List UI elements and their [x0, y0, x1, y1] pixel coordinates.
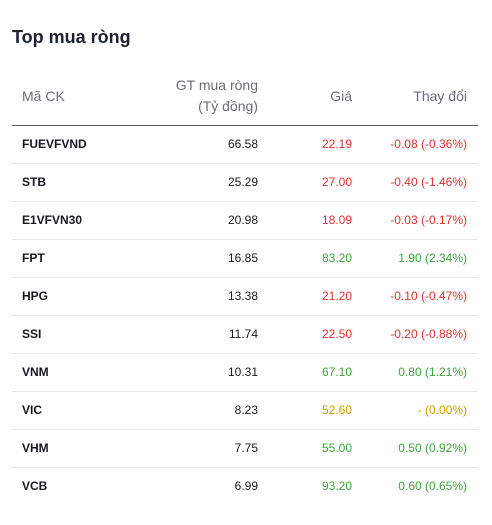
stock-symbol[interactable]: SSI — [22, 327, 42, 341]
table-row[interactable]: FUEVFVND 66.58 22.19 -0.08 (-0.36%) — [12, 125, 478, 163]
stock-price: 22.50 — [321, 327, 352, 341]
net-buy-value: 66.58 — [227, 137, 258, 151]
table-row[interactable]: VIC 8.23 52.60 - (0.00%) — [12, 391, 478, 429]
stock-symbol[interactable]: FUEVFVND — [22, 137, 87, 151]
stock-symbol[interactable]: VNM — [22, 365, 49, 379]
stock-price: 55.00 — [321, 441, 352, 455]
stock-symbol[interactable]: VCB — [22, 479, 48, 494]
price-change: -0.20 (-0.88%) — [390, 327, 467, 341]
price-change: 0.60 (0.65%) — [398, 479, 467, 494]
table-row[interactable]: VNM 10.31 67.10 0.80 (1.21%) — [12, 353, 478, 391]
column-header-net-buy-value-line1: GT mua ròng — [175, 77, 258, 94]
table-row[interactable]: STB 25.29 27.00 -0.40 (-1.46%) — [12, 163, 478, 201]
column-header-symbol[interactable]: Mã CK — [22, 87, 65, 104]
table-body: FUEVFVND 66.58 22.19 -0.08 (-0.36%) STB 25.29… — [12, 125, 478, 505]
price-change: 0.50 (0.92%) — [398, 441, 467, 455]
net-buy-table: Mã CK GT mua ròng (Tỷ đồng) Giá Thay đổi … — [12, 68, 478, 505]
table-row[interactable]: VCB 6.99 93.20 0.60 (0.65%) — [12, 467, 478, 505]
stock-price: 18.09 — [321, 213, 352, 227]
stock-symbol[interactable]: E1VFVN30 — [22, 213, 83, 227]
table-row[interactable]: FPT 16.85 83.20 1.90 (2.34%) — [12, 239, 478, 277]
column-header-net-buy-value[interactable]: GT mua ròng (Tỷ đồng) — [132, 68, 259, 125]
table-row[interactable]: HPG 13.38 21.20 -0.10 (-0.47%) — [12, 277, 478, 315]
price-change: -0.08 (-0.36%) — [390, 137, 467, 151]
price-change: - (0.00%) — [417, 403, 467, 417]
price-change: 1.90 (2.34%) — [398, 251, 467, 265]
net-buy-value: 11.74 — [228, 327, 258, 341]
stock-price: 52.60 — [321, 403, 352, 417]
net-buy-value: 8.23 — [234, 403, 258, 417]
price-change: -0.10 (-0.47%) — [390, 289, 467, 303]
price-change: -0.03 (-0.17%) — [390, 213, 467, 227]
table-row[interactable]: SSI 11.74 22.50 -0.20 (-0.88%) — [12, 315, 478, 353]
stock-symbol[interactable]: HPG — [22, 289, 49, 303]
stock-price: 21.20 — [321, 289, 352, 303]
stock-symbol[interactable]: FPT — [22, 251, 45, 265]
table-header: Mã CK GT mua ròng (Tỷ đồng) Giá Thay đổi — [12, 68, 478, 125]
price-change: 0.80 (1.21%) — [398, 365, 467, 379]
column-header-net-buy-value-line2: (Tỷ đồng) — [198, 98, 258, 115]
column-header-price[interactable]: Giá — [330, 87, 352, 104]
stock-symbol[interactable]: STB — [22, 175, 46, 189]
stock-price: 93.20 — [321, 479, 352, 494]
net-buy-value: 20.98 — [227, 213, 258, 227]
stock-price: 22.19 — [321, 137, 352, 151]
price-change: -0.40 (-1.46%) — [390, 175, 467, 189]
net-buy-value: 25.29 — [227, 175, 258, 189]
stock-price: 67.10 — [321, 365, 352, 379]
table-row[interactable]: E1VFVN30 20.98 18.09 -0.03 (-0.17%) — [12, 201, 478, 239]
table-row[interactable]: VHM 7.75 55.00 0.50 (0.92%) — [12, 429, 478, 467]
net-buy-value: 10.31 — [227, 365, 258, 379]
net-buy-value: 16.85 — [227, 251, 258, 265]
stock-symbol[interactable]: VHM — [22, 441, 49, 455]
stock-price: 83.20 — [321, 251, 352, 265]
stock-symbol[interactable]: VIC — [22, 403, 43, 417]
stock-price: 27.00 — [321, 175, 352, 189]
net-buy-value: 7.75 — [234, 441, 258, 455]
column-header-change[interactable]: Thay đổi — [413, 87, 467, 104]
net-buy-value: 6.99 — [234, 479, 258, 494]
widget-title: Top mua ròng — [12, 27, 131, 47]
net-buy-value: 13.38 — [227, 289, 258, 303]
